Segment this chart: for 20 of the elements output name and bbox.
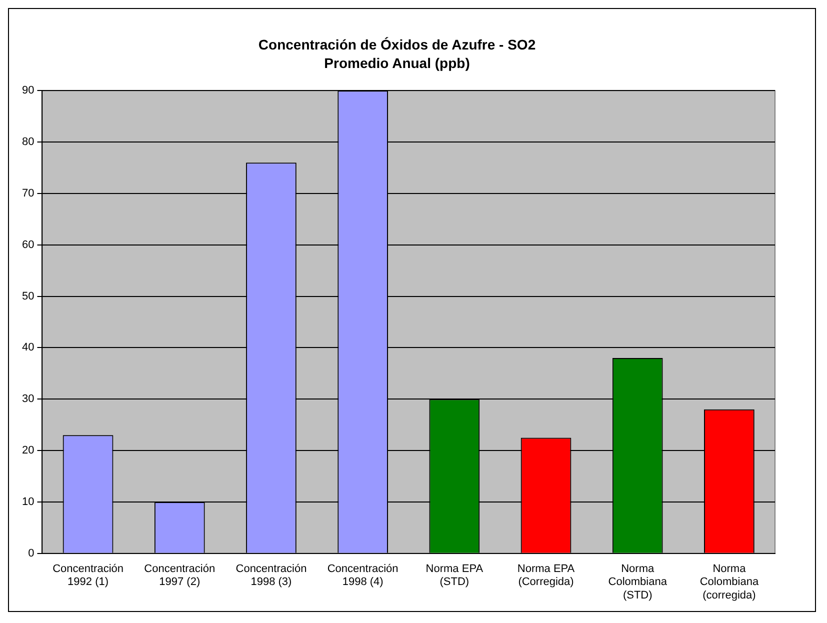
y-tick-label: 80 (22, 136, 34, 148)
y-tick-label: 60 (22, 238, 34, 251)
x-tick-label: Concentración 1998 (4) (327, 563, 398, 588)
y-tick-label: 20 (22, 444, 34, 457)
y-tick-label: 0 (28, 547, 34, 560)
y-tick-label: 10 (22, 496, 34, 508)
chart-subtitle: Promedio Anual (ppb) (324, 55, 470, 72)
x-tick-label: Norma EPA (Corregida) (517, 563, 576, 588)
x-tick-label: Concentración 1997 (2) (144, 563, 216, 588)
y-tick-label: 40 (22, 342, 34, 354)
x-tick-label: Norma Colombiana (corregida) (700, 563, 760, 602)
x-tick-label: Norma EPA (STD) (426, 563, 484, 588)
x-tick-label: Concentración 1998 (3) (236, 563, 307, 588)
x-tick-label: Norma Colombiana (STD) (608, 563, 668, 602)
y-tick-label: 90 (22, 84, 34, 97)
chart-title: Concentración de Óxidos de Azufre - SO2 (258, 36, 536, 52)
y-tick-label: 70 (22, 187, 34, 200)
x-tick-label: Concentración 1992 (1) (52, 563, 124, 588)
y-tick-label: 50 (22, 290, 34, 302)
y-tick-label: 30 (22, 393, 34, 406)
